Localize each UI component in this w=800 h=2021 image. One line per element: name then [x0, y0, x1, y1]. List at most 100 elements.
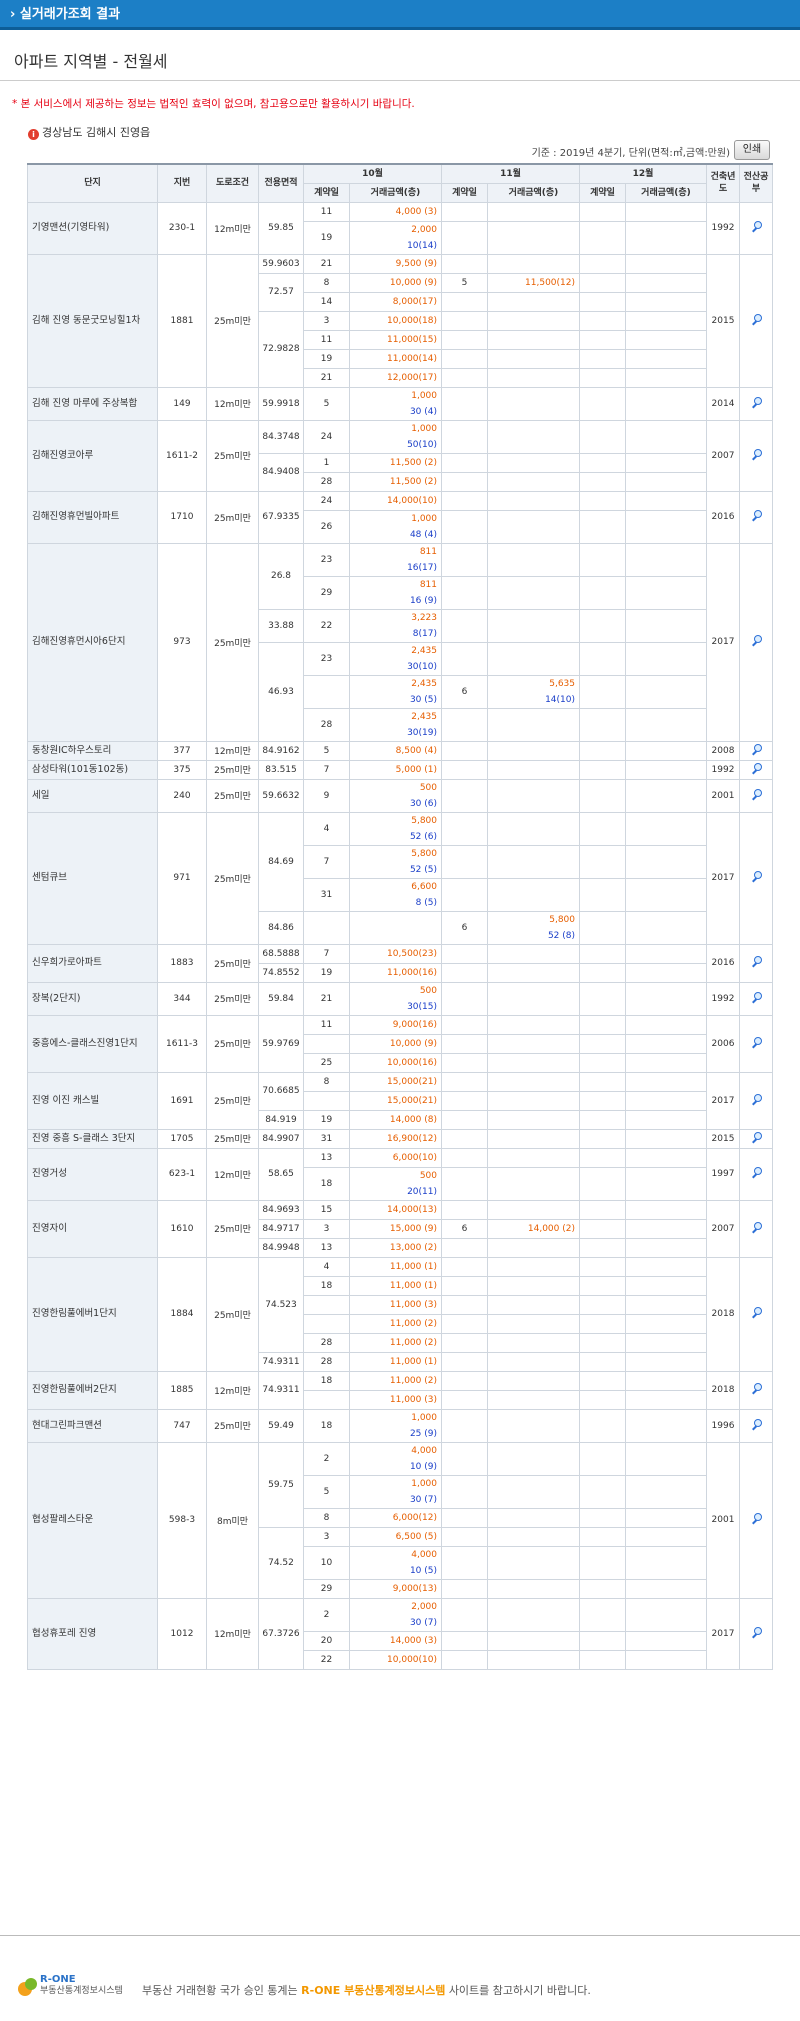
col-nov: 11월: [441, 163, 580, 184]
magnifier-icon[interactable]: [751, 788, 762, 800]
nov-amount: [487, 253, 580, 274]
dec-amount: [625, 253, 707, 274]
built-year: 2001: [706, 1441, 740, 1599]
deposit-amount: 15,000(21): [387, 1095, 437, 1106]
deposit-amount: 14,000 (8): [389, 1114, 437, 1125]
table-row: 삼성타워(101동102동) 375 25m미만 83.515 7 5,000 (1) 19…: [27, 759, 773, 780]
table-row: 20 14,000 (3): [28, 1630, 773, 1651]
exclusive-area: 84.9693: [258, 1199, 304, 1220]
doc-lookup-cell: [739, 419, 773, 492]
complex-name: 신우희가로아파트: [27, 943, 158, 983]
col-complex: 단지: [27, 163, 158, 203]
dec-amount: [625, 1578, 707, 1599]
magnifier-icon[interactable]: [751, 1036, 762, 1048]
oct-amount: 11,000(14): [349, 348, 442, 369]
monthly-rent: 30 (7): [409, 1494, 437, 1505]
nov-amount: [487, 542, 580, 577]
dec-contract-day: [579, 1332, 626, 1353]
oct-contract-day: 26: [303, 509, 350, 544]
nov-amount: [487, 1199, 580, 1220]
table-row: 74.9311 28 11,000 (1): [28, 1351, 773, 1372]
magnifier-icon[interactable]: [751, 313, 762, 325]
magnifier-icon[interactable]: [751, 1513, 762, 1524]
deposit-amount: 6,000(12): [392, 1512, 437, 1523]
col-road: 도로조건: [206, 163, 259, 203]
monthly-rent: 8(17): [412, 628, 437, 639]
magnifier-icon[interactable]: [751, 1626, 762, 1638]
nov-contract-day: [441, 1014, 488, 1035]
dec-amount: [625, 981, 707, 1016]
dec-amount: [625, 674, 707, 709]
built-year: 1992: [706, 759, 740, 780]
exclusive-area: 59.49: [258, 1408, 304, 1443]
nov-amount: [487, 575, 580, 610]
magnifier-icon[interactable]: [751, 956, 762, 967]
magnifier-icon[interactable]: [751, 762, 762, 774]
oct-amount: 1,000 25 (9): [349, 1408, 442, 1443]
nov-amount: [487, 877, 580, 912]
oct-amount: 1,000 50(10): [349, 419, 442, 454]
lot-number: 240: [157, 778, 207, 813]
monthly-rent: 30 (7): [409, 1617, 437, 1628]
dec-contract-day: [579, 811, 626, 846]
rone-link[interactable]: R-ONE 부동산통계정보시스템: [301, 1984, 446, 1997]
deposit-amount: 5,635: [549, 678, 575, 689]
doc-lookup-cell: [739, 1147, 773, 1201]
magnifier-icon[interactable]: [751, 1418, 762, 1430]
oct-amount: 10,000 (9): [349, 272, 442, 293]
oct-amount: 2,000 10(14): [349, 220, 442, 255]
oct-contract-day: 25: [303, 1052, 350, 1073]
magnifier-icon[interactable]: [751, 1093, 762, 1105]
nov-contract-day: [441, 1332, 488, 1353]
nov-contract-day: [441, 608, 488, 643]
magnifier-icon[interactable]: [751, 1383, 762, 1394]
dec-amount: [625, 1128, 707, 1149]
oct-amount: 10,000(18): [349, 310, 442, 331]
magnifier-icon[interactable]: [751, 510, 762, 521]
dec-contract-day: [579, 1578, 626, 1599]
dec-contract-day: [579, 1526, 626, 1547]
results-table: 단지 지번 도로조건 전용면적 10월 11월 12월 건축년도 전산공부 계약…: [27, 163, 773, 1670]
magnifier-icon[interactable]: [751, 871, 762, 882]
table-row: 협성팔레스타운 598-3 8m미만 59.75 2 4,000 10 (9) 2001: [27, 1441, 773, 1599]
magnifier-icon[interactable]: [751, 1131, 762, 1143]
print-button[interactable]: 인쇄: [734, 140, 770, 160]
magnifier-icon[interactable]: [751, 991, 762, 1003]
magnifier-icon[interactable]: [751, 743, 762, 755]
deposit-amount: 500: [419, 782, 437, 793]
oct-amount: 10,000(10): [349, 1649, 442, 1670]
basis-unit-note: 기준 : 2019년 4분기, 단위(면적:㎡,금액:만원): [531, 148, 730, 159]
footer-post: 사이트를 참고하시기 바랍니다.: [448, 1984, 591, 1997]
dec-contract-day: [579, 759, 626, 780]
oct-amount: 14,000(10): [349, 490, 442, 511]
nov-contract-day: [441, 962, 488, 983]
exclusive-area: 70.6685: [258, 1071, 304, 1111]
table-row: 2,435 30 (5) 6 5,635 14(10): [28, 674, 773, 709]
magnifier-icon[interactable]: [751, 448, 762, 460]
built-year: 2016: [706, 490, 740, 544]
oct-contract-day: 21: [303, 253, 350, 274]
nov-amount: [487, 1526, 580, 1547]
magnifier-icon[interactable]: [751, 1167, 762, 1178]
deposit-amount: 11,500 (2): [389, 457, 437, 468]
magnifier-icon[interactable]: [751, 396, 762, 408]
lot-number: 1884: [157, 1256, 207, 1372]
doc-lookup-cell: [739, 778, 773, 813]
magnifier-icon[interactable]: [751, 1221, 762, 1233]
doc-lookup-cell: [739, 386, 773, 421]
oct-amount: 1,000 30 (4): [349, 386, 442, 421]
dec-amount: [625, 367, 707, 388]
lot-number: 1883: [157, 943, 207, 983]
oct-contract-day: 21: [303, 367, 350, 388]
oct-amount: 11,000(16): [349, 962, 442, 983]
monthly-rent: 30 (5): [409, 694, 437, 705]
deposit-amount: 10,000(18): [387, 315, 437, 326]
deposit-amount: 11,000 (1): [389, 1261, 437, 1272]
deposit-amount: 2,000: [411, 224, 437, 235]
magnifier-icon[interactable]: [751, 1307, 762, 1318]
nov-amount: [487, 1578, 580, 1599]
magnifier-icon[interactable]: [751, 221, 762, 232]
built-year: 2007: [706, 419, 740, 492]
magnifier-icon[interactable]: [751, 635, 762, 646]
nov-amount: [487, 1166, 580, 1201]
